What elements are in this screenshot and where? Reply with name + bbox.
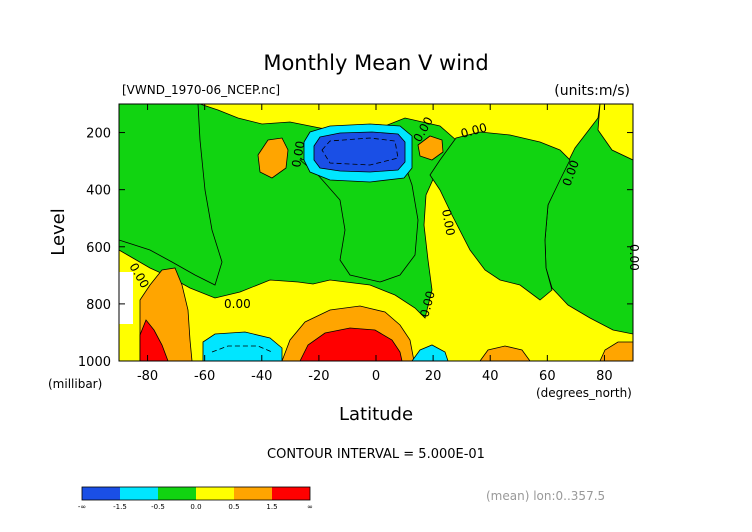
- y-axis-label: Level: [48, 208, 69, 256]
- x-tick-label: 40: [482, 369, 499, 384]
- contour-label: 0.00: [439, 208, 457, 237]
- y-tick-label: 200: [86, 127, 111, 142]
- x-tick-label: -40: [251, 369, 272, 384]
- color-level-label: 0.0: [190, 503, 201, 511]
- file-label: [VWND_1970-06_NCEP.nc]: [122, 83, 280, 97]
- units-label: (units:m/s): [554, 83, 630, 99]
- contour-label: 0.00: [417, 289, 437, 318]
- y-tick-label: 1000: [78, 355, 111, 370]
- color-swatch: [272, 487, 310, 500]
- x-tick-label: 60: [539, 369, 556, 384]
- color-bar-frame: [81, 486, 311, 501]
- color-level-label: 0.5: [228, 503, 239, 511]
- x-tick-label: 0: [372, 369, 380, 384]
- region-yellow-topright: [597, 104, 633, 161]
- color-level-label: -1.5: [113, 503, 127, 511]
- chart-title: Monthly Mean V wind: [263, 51, 488, 75]
- no-data-patch: [119, 272, 133, 324]
- x-axis-label: Latitude: [339, 404, 413, 425]
- y-units-label: (millibar): [48, 377, 102, 391]
- y-axis: 200 400 600 800 1000: [78, 127, 633, 370]
- color-level-label: ∞: [307, 503, 313, 511]
- contour-label: 0.00: [224, 297, 251, 311]
- contour-fill-layer: [119, 104, 633, 361]
- contour-interval-text: CONTOUR INTERVAL = 5.000E-01: [267, 447, 485, 462]
- contour-label: 0.00: [459, 120, 488, 140]
- x-units-label: (degrees_north): [536, 386, 632, 400]
- region-cyan-south: [202, 331, 283, 361]
- region-orange-blob1: [257, 137, 289, 179]
- region-green-right: [429, 131, 571, 301]
- color-scale-bar: -∞ -1.5 -0.5 0.0 0.5 1.5 ∞: [78, 486, 313, 511]
- color-swatch: [120, 487, 158, 500]
- footer-note: (mean) lon:0..357.5: [486, 489, 605, 503]
- color-swatch: [158, 487, 196, 500]
- region-red-left: [139, 319, 169, 361]
- region-cyan-small: [411, 344, 449, 361]
- x-tick-label: -20: [308, 369, 329, 384]
- y-tick-label: 400: [86, 184, 111, 199]
- region-green-left: [119, 104, 223, 286]
- region-red-jet: [299, 327, 403, 361]
- region-orange-blob3: [479, 345, 531, 361]
- contour-label: 0.00: [627, 244, 641, 271]
- x-tick-label: -60: [194, 369, 215, 384]
- color-swatch: [196, 487, 234, 500]
- color-level-label: -∞: [78, 503, 86, 511]
- x-tick-label: 80: [596, 369, 613, 384]
- color-swatch: [82, 487, 120, 500]
- x-tick-label: -80: [137, 369, 158, 384]
- region-blue-jet: [313, 131, 406, 173]
- x-axis: -80 -60 -40 -20 0 20 40 60 80: [137, 104, 613, 384]
- color-level-label: -0.5: [151, 503, 165, 511]
- x-tick-label: 20: [425, 369, 442, 384]
- dashed-contour-2: [211, 345, 273, 353]
- color-swatch: [234, 487, 272, 500]
- contour-label: 0.00: [289, 140, 307, 169]
- y-tick-label: 600: [86, 241, 111, 256]
- y-tick-label: 800: [86, 298, 111, 313]
- color-level-label: 1.5: [266, 503, 277, 511]
- region-orange-blob2: [417, 135, 444, 161]
- region-orange-blob4: [599, 341, 633, 361]
- dashed-contour-1: [321, 137, 399, 166]
